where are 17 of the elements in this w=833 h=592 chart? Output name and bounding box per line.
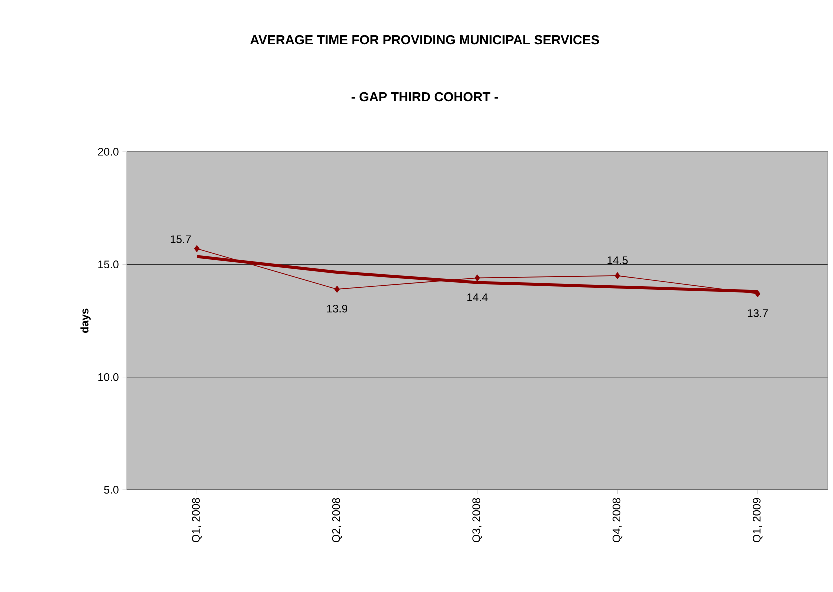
y-tick-label: 10.0 — [98, 373, 119, 382]
x-tick-label: Q4, 2008 — [612, 498, 623, 543]
x-tick-label: Q3, 2008 — [472, 498, 482, 543]
x-tick-label: Q1, 2009 — [753, 498, 763, 543]
y-tick-label: 15.0 — [98, 260, 119, 269]
y-axis-title: days — [80, 308, 91, 334]
data-label: 13.7 — [748, 310, 768, 318]
x-tick-label: Q2, 2008 — [332, 498, 342, 543]
data-label: 14.4 — [468, 294, 488, 302]
data-label: 15.7 — [170, 236, 192, 244]
chart-subtitle: - GAP THIRD COHORT - — [352, 92, 498, 102]
chart-title: AVERAGE TIME FOR PROVIDING MUNICIPAL SERVICES — [250, 35, 600, 45]
data-label: 13.9 — [327, 304, 348, 313]
y-tick-label: 20.0 — [98, 148, 119, 156]
y-tick-label: 5.0 — [104, 486, 119, 494]
x-tick-label: Q1, 2008 — [192, 498, 202, 543]
data-label: 14.5 — [608, 256, 628, 264]
